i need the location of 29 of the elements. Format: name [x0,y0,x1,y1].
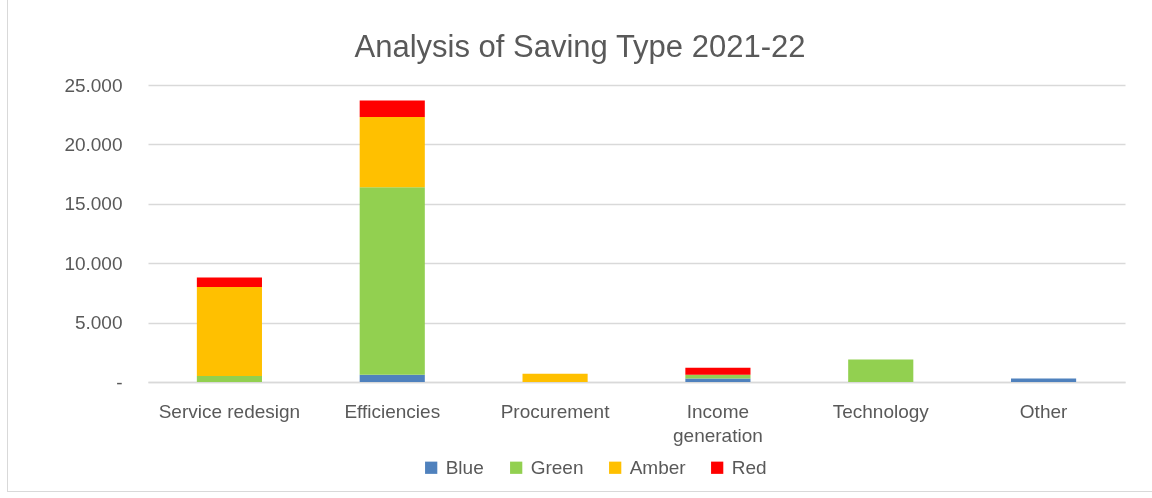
y-tick-label: 25.000 [64,74,123,96]
legend-label: Green [530,456,584,478]
chart-title: Analysis of Saving Type 2021-22 [354,29,806,64]
x-tick-label: Technology [832,400,930,422]
bar [685,367,751,375]
legend-label: Red [731,456,767,478]
bar [685,378,751,382]
x-tick-label: Income generation [673,400,763,446]
bar [359,117,425,188]
bar [359,374,425,382]
bar [359,100,425,118]
y-tick-label: - [116,371,123,393]
bar [1011,378,1077,382]
legend-label: Blue [445,456,484,478]
bar [196,376,262,382]
y-tick-label: 20.000 [64,133,123,155]
bar [196,286,262,377]
x-tick-label: Service redesign [158,400,301,422]
y-tick-label: 5.000 [74,312,123,334]
bar [359,187,425,375]
x-tick-label: Efficiencies [344,400,441,422]
bar [848,359,914,382]
legend-label: Amber [629,456,687,478]
x-tick-label: Procurement [500,400,611,422]
y-tick-label: 10.000 [64,252,123,274]
bar [196,277,262,287]
bar [522,373,588,382]
y-tick-label: 15.000 [64,193,123,215]
x-tick-label: Other [1019,400,1069,422]
